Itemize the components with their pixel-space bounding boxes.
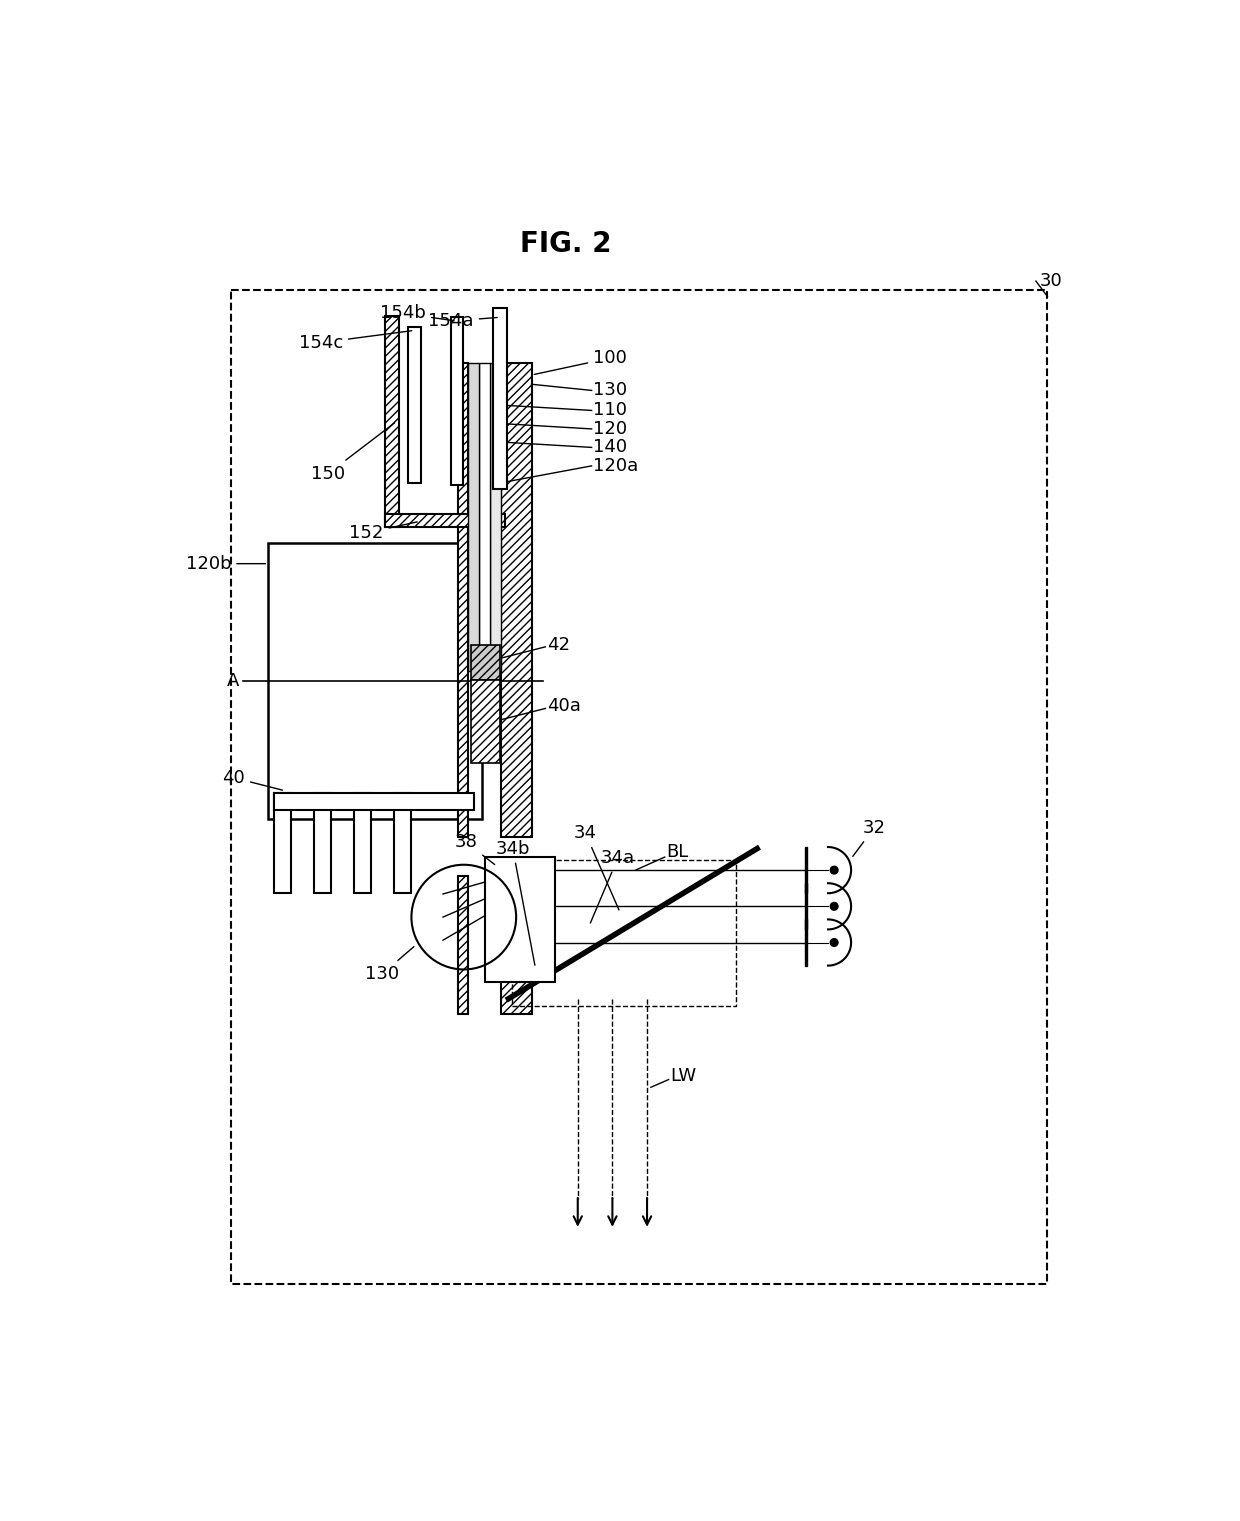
Bar — [805, 847, 807, 893]
Bar — [314, 792, 331, 893]
Text: 150: 150 — [311, 423, 394, 482]
Bar — [805, 919, 807, 966]
Text: 34a: 34a — [590, 849, 635, 923]
Text: 34: 34 — [574, 824, 619, 910]
Bar — [394, 792, 410, 893]
Text: 120: 120 — [593, 420, 627, 438]
Text: 152: 152 — [350, 522, 417, 541]
Bar — [450, 318, 463, 485]
Text: BL: BL — [666, 844, 688, 861]
Text: 130: 130 — [365, 946, 414, 983]
Bar — [490, 364, 501, 671]
Bar — [274, 792, 290, 893]
Bar — [479, 364, 490, 671]
Text: A: A — [227, 672, 239, 691]
Text: 154c: 154c — [299, 330, 412, 351]
Bar — [268, 543, 482, 818]
Text: FIG. 2: FIG. 2 — [521, 230, 613, 259]
Circle shape — [831, 867, 838, 875]
Text: 38: 38 — [455, 834, 495, 864]
Text: 120a: 120a — [593, 456, 639, 475]
Bar — [512, 859, 735, 1007]
Text: 34b: 34b — [496, 840, 534, 966]
Text: 120b: 120b — [186, 555, 265, 573]
Text: 110: 110 — [593, 402, 627, 420]
Bar — [459, 364, 469, 837]
Text: 100: 100 — [534, 350, 627, 374]
Text: 130: 130 — [593, 382, 627, 400]
Text: 30: 30 — [1040, 272, 1063, 291]
Text: 154b: 154b — [381, 304, 454, 322]
Bar — [485, 856, 554, 981]
Bar — [494, 309, 507, 488]
Circle shape — [831, 902, 838, 910]
Bar — [353, 792, 371, 893]
Bar — [469, 364, 479, 671]
Text: 42: 42 — [547, 636, 570, 654]
Text: 32: 32 — [853, 818, 885, 856]
Text: 40: 40 — [222, 768, 283, 789]
Bar — [274, 792, 474, 811]
Bar — [408, 327, 420, 482]
Bar — [471, 680, 500, 764]
Bar — [805, 884, 807, 929]
Text: 40a: 40a — [547, 697, 580, 715]
Bar — [459, 876, 469, 1015]
Bar — [386, 316, 399, 528]
Bar — [501, 876, 532, 1015]
Bar — [471, 645, 500, 680]
Text: LW: LW — [670, 1066, 697, 1084]
Bar — [231, 291, 1048, 1284]
Circle shape — [831, 938, 838, 946]
Bar — [501, 364, 532, 837]
Bar — [386, 514, 505, 528]
Text: 154a: 154a — [428, 312, 497, 330]
Text: 140: 140 — [593, 438, 627, 456]
